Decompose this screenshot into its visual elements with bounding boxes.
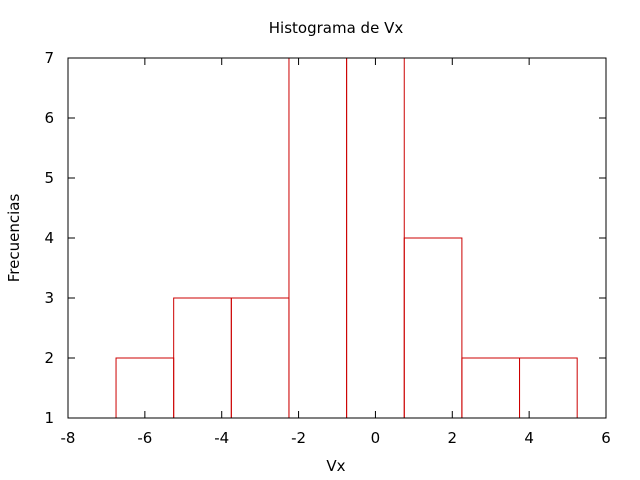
y-tick-label: 2	[44, 349, 54, 367]
y-tick-label: 1	[44, 409, 54, 427]
histogram-bar-4	[288, 57, 348, 419]
x-tick-label: -8	[61, 429, 76, 447]
histogram-bar-1	[115, 357, 175, 419]
chart-title: Histograma de Vx	[269, 19, 404, 37]
y-tick-label: 3	[44, 289, 54, 307]
x-tick-label: -6	[137, 429, 152, 447]
x-tick-label: 6	[601, 429, 611, 447]
y-tick-label: 6	[44, 109, 54, 127]
x-tick-label: -2	[291, 429, 306, 447]
bars-group	[115, 57, 578, 419]
plot-frame	[67, 57, 607, 419]
x-tick-label: 0	[371, 429, 381, 447]
histogram-bar-6	[403, 237, 463, 419]
y-tick-label: 4	[44, 229, 54, 247]
histogram-bar-3	[230, 297, 290, 419]
x-axis-label: Vx	[326, 457, 345, 475]
histogram-bar-7	[461, 357, 521, 419]
y-axis-label: Frecuencias	[5, 194, 23, 283]
histogram-bar-8	[519, 357, 578, 419]
histogram-bar-5	[346, 57, 405, 419]
x-tick-label: -4	[214, 429, 229, 447]
x-axis-ticks: -8 -6 -4 -2 0 2 4 6	[61, 58, 611, 447]
y-axis-ticks: 1 2 3 4 5 6 7	[44, 49, 606, 427]
histogram-bar-2	[173, 297, 232, 419]
y-tick-label: 7	[44, 49, 54, 67]
x-tick-label: 4	[524, 429, 534, 447]
y-tick-label: 5	[44, 169, 54, 187]
x-tick-label: 2	[448, 429, 458, 447]
